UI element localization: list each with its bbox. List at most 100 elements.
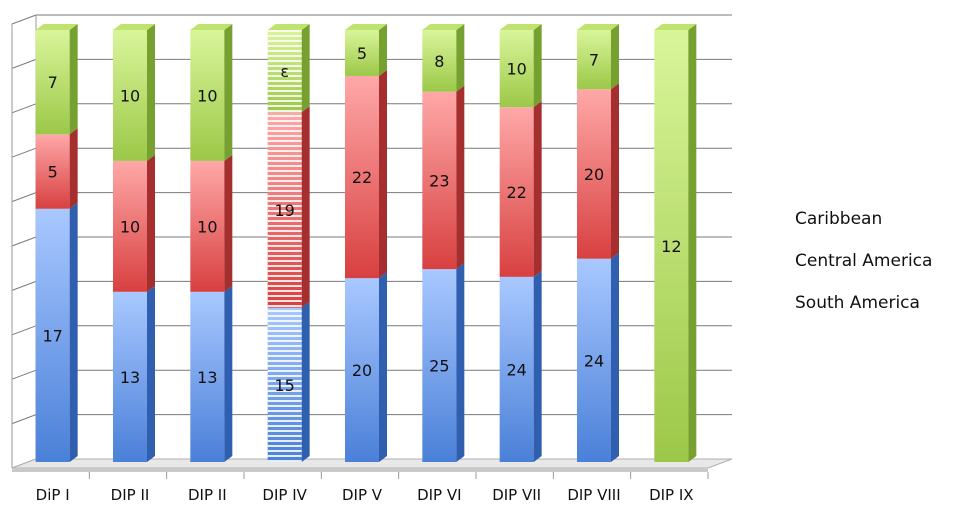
data-label: 10 [506, 60, 526, 79]
x-tick-label: DIP VIII [567, 486, 620, 504]
x-tick-label: DIP II [111, 486, 150, 504]
segment-central-america-side [379, 69, 387, 279]
segment-caribbean-side [456, 24, 465, 92]
data-label: 24 [584, 351, 604, 370]
data-label: 7 [48, 73, 58, 92]
segment-south-america [345, 278, 379, 462]
segment-south-america-side [611, 252, 619, 462]
segment-south-america [35, 208, 70, 462]
segment-caribbean [577, 30, 611, 90]
segment-central-america-side [456, 85, 465, 270]
data-label: 10 [197, 217, 217, 236]
data-label: 24 [506, 360, 526, 379]
segment-caribbean [422, 30, 457, 92]
gridline-side [11, 236, 37, 247]
bars [35, 24, 697, 463]
segment-central-america [35, 134, 70, 209]
data-label: 10 [197, 86, 217, 105]
segment-caribbean-top [422, 24, 465, 30]
data-label: 19 [274, 201, 294, 220]
segment-caribbean-top [190, 24, 233, 30]
segment-central-america-side [69, 128, 78, 209]
gridline-side [11, 103, 37, 114]
data-label: 8 [434, 52, 444, 71]
x-tick-label: DIP IV [262, 486, 307, 504]
gridline-side [11, 14, 37, 25]
x-axis: DiP I DIP II DIP II DIP IV DIP V DIP VI DIP VI… [36, 472, 709, 504]
bar-stripe-overlay [267, 30, 302, 462]
segment-caribbean-top [654, 24, 697, 30]
data-label: 12 [661, 237, 681, 256]
data-label: 10 [120, 217, 140, 236]
segment-central-america-side [301, 106, 310, 308]
data-labels: 17 5 7 13 10 10 13 10 10 15 19 ε 20 22 5 25 23 8 24 22 10 24 2… [42, 44, 681, 395]
segment-central-america [113, 160, 147, 292]
segment-south-america-side [69, 202, 78, 463]
legend-item-south-america: South America [795, 293, 920, 313]
segment-central-america [422, 91, 457, 270]
x-tick-label: DIP V [342, 486, 383, 504]
segment-central-america [499, 107, 534, 277]
legend-item-caribbean: Caribbean [795, 209, 883, 229]
data-label: 20 [584, 165, 604, 184]
data-label: 22 [352, 168, 372, 187]
data-label: 5 [48, 163, 58, 182]
data-label: 23 [429, 171, 449, 190]
data-label: 7 [589, 51, 599, 70]
segment-south-america-side [147, 285, 155, 462]
segment-south-america-side [379, 272, 387, 462]
segment-caribbean-top [499, 24, 542, 30]
segment-central-america-side [147, 154, 155, 292]
gridline-side [11, 58, 37, 69]
segment-caribbean-top [577, 24, 619, 30]
data-label: 25 [429, 357, 449, 376]
segment-caribbean-side [688, 24, 697, 462]
segment-south-america [190, 291, 225, 462]
segment-caribbean [35, 30, 70, 135]
segment-caribbean-side [147, 24, 155, 161]
segment-central-america-side [533, 101, 542, 277]
x-tick-label: DIP IX [649, 486, 694, 504]
gridline-side [11, 280, 37, 291]
segment-caribbean-side [379, 24, 387, 76]
gridline-side [11, 414, 37, 425]
segment-south-america [577, 258, 611, 462]
segment-caribbean-side [301, 24, 310, 113]
segment-south-america-side [224, 285, 233, 462]
segment-central-america [577, 89, 611, 259]
segment-south-america-side [301, 301, 310, 462]
segment-caribbean-side [533, 24, 542, 108]
segment-south-america [499, 276, 534, 462]
gridline-side [11, 369, 37, 380]
segment-caribbean [499, 30, 534, 108]
data-label: 10 [120, 86, 140, 105]
gridline-side [11, 325, 37, 336]
data-label: 13 [120, 368, 140, 387]
x-tick-label: DIP VI [417, 486, 461, 504]
segment-caribbean-top [267, 24, 310, 30]
gridline-side [11, 192, 37, 203]
segment-caribbean-top [345, 24, 387, 30]
segment-caribbean-side [611, 24, 619, 90]
gridline-side [11, 147, 37, 158]
floor-edge [12, 468, 708, 472]
legend-item-central-america: Central America [795, 251, 933, 271]
segment-caribbean-top [35, 24, 78, 30]
segment-south-america [422, 269, 457, 462]
segment-caribbean [345, 30, 379, 76]
segment-caribbean-top [113, 24, 155, 30]
segment-central-america [190, 160, 225, 292]
segment-caribbean-side [224, 24, 233, 161]
segment-caribbean [113, 30, 147, 161]
data-label: 5 [357, 44, 367, 63]
segment-caribbean [190, 30, 225, 161]
x-tick-label: DIP II [188, 486, 227, 504]
data-label: 17 [42, 326, 62, 345]
data-label: 20 [352, 361, 372, 380]
segment-south-america [113, 291, 147, 462]
segment-south-america-side [456, 263, 465, 462]
data-label: 22 [506, 183, 526, 202]
segment-central-america-side [224, 154, 233, 292]
segment-south-america-side [533, 270, 542, 462]
